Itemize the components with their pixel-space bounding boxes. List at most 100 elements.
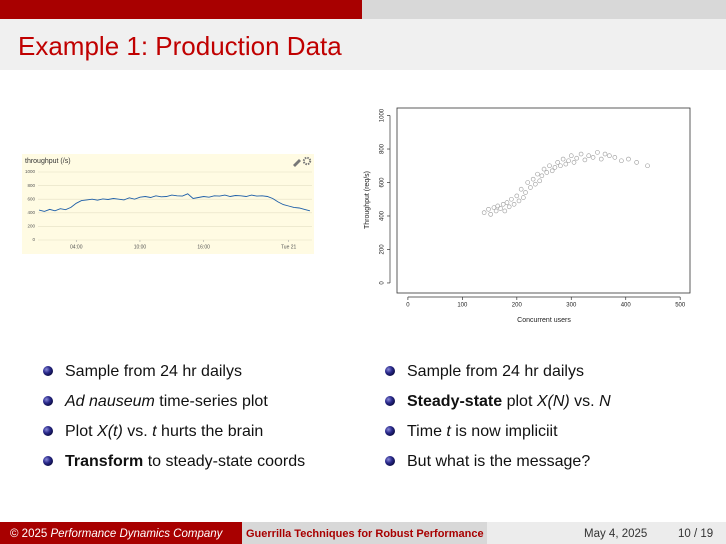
data-point — [541, 166, 547, 172]
bullet-icon — [385, 426, 395, 436]
chart-background — [360, 104, 702, 328]
x-tick-label: 16:00 — [197, 244, 210, 250]
footer-date: May 4, 2025 — [584, 528, 647, 540]
data-point — [491, 205, 497, 210]
top-bar-right — [362, 0, 726, 19]
data-point — [514, 193, 520, 199]
data-point — [516, 198, 522, 204]
data-point — [500, 201, 506, 207]
text-segment: Ad nauseum — [64, 393, 155, 410]
bullet-text: Time t is now impliciit — [407, 423, 558, 440]
y-tick-label: 800 — [380, 143, 386, 154]
data-point — [495, 203, 501, 209]
footer-page: 10 / 19 — [678, 528, 713, 540]
text-segment: is now impliciit — [451, 423, 558, 440]
edit-icon — [293, 159, 301, 167]
data-point — [533, 181, 538, 187]
data-point — [586, 153, 592, 159]
bullet-icon — [43, 366, 53, 376]
x-axis-label: Concurrent users — [517, 317, 571, 324]
text-segment: vs. — [570, 393, 599, 410]
data-point — [568, 153, 574, 159]
title-band — [0, 19, 726, 70]
text-segment: time-series plot — [155, 393, 268, 410]
data-point — [549, 168, 555, 174]
bullet-text: But what is the message? — [407, 453, 590, 470]
top-bar-left — [0, 0, 362, 19]
text-segment: vs. — [123, 423, 152, 440]
text-segment: Sample from 24 hr dailys — [65, 363, 242, 380]
y-tick-label: 1000 — [380, 108, 386, 122]
text-segment: Transform — [65, 453, 143, 470]
data-point — [493, 208, 499, 214]
bullet-text: Ad nauseum time-series plot — [64, 393, 268, 410]
data-line — [38, 193, 311, 212]
data-point — [607, 153, 612, 159]
y-tick-label: 600 — [380, 177, 386, 188]
data-point — [558, 163, 563, 169]
y-axis-label: Throughput (req/s) — [364, 171, 371, 229]
y-tick-label: 800 — [27, 183, 35, 188]
data-point — [530, 176, 536, 182]
footer-author: © 2025 Performance Dynamics Company — [10, 528, 224, 540]
bullet-icon — [385, 396, 395, 406]
footer-left — [0, 522, 242, 544]
x-tick-label: 100 — [457, 303, 468, 309]
data-point — [535, 171, 540, 177]
bullet-icon — [385, 456, 395, 466]
footer-middle — [242, 522, 487, 544]
chart-title: throughput (/s) — [25, 158, 71, 165]
bullet-icon — [43, 396, 53, 406]
bullet-text: Plot X(t) vs. t hurts the brain — [65, 423, 263, 440]
data-point — [634, 160, 639, 165]
bullet-lists: Sample from 24 hr dailys Ad nauseum time-… — [43, 363, 611, 470]
bullet-icon — [43, 426, 53, 436]
data-point — [574, 155, 580, 161]
y-tick-label: 0 — [380, 281, 386, 285]
data-point — [598, 156, 604, 162]
y-tick-label: 200 — [380, 244, 386, 255]
data-point — [578, 151, 584, 157]
x-tick-label: 10:00 — [134, 244, 147, 250]
y-tick-label: 0 — [32, 237, 35, 242]
text-segment: Time — [407, 423, 446, 440]
data-point — [582, 157, 588, 163]
bullet-text: Sample from 24 hr dailys — [65, 363, 242, 380]
text-segment: Steady-state — [407, 393, 502, 410]
footer-right — [487, 522, 726, 544]
data-point — [560, 156, 566, 162]
bullet-icon — [385, 366, 395, 376]
x-tick-label: 300 — [566, 303, 577, 309]
footer-talk: Guerrilla Techniques for Robust Performa… — [246, 528, 484, 540]
data-point — [626, 156, 631, 162]
data-point — [486, 206, 491, 212]
bullet-icon — [43, 456, 53, 466]
data-point — [509, 196, 514, 202]
x-tick-label: 400 — [621, 303, 632, 309]
data-point — [528, 185, 533, 190]
data-point — [602, 151, 608, 157]
text-segment: t — [446, 423, 451, 440]
data-point — [595, 150, 600, 155]
bullet-text: Transform to steady-state coords — [65, 453, 305, 470]
company: Performance Dynamics Company — [50, 528, 223, 540]
time-series-chart: throughput (/s) 0 200 400 600 800 1000 04:00 10… — [22, 154, 314, 254]
data-point — [555, 160, 560, 165]
text-segment: plot — [502, 393, 537, 410]
scatter-chart: Concurrent users Throughput (req/s) 0 200… — [360, 104, 702, 328]
y-tick-label: 400 — [380, 210, 386, 221]
data-point — [547, 163, 552, 169]
data-point — [521, 195, 526, 200]
text-segment: X(N) — [536, 393, 570, 410]
data-point — [518, 186, 524, 192]
bullet-text: Sample from 24 hr dailys — [407, 363, 584, 380]
data-point — [511, 201, 517, 207]
data-point — [544, 170, 550, 175]
text-segment: hurts the brain — [157, 423, 264, 440]
text-segment: X(t) — [96, 423, 123, 440]
data-point — [571, 160, 577, 165]
data-point — [502, 208, 508, 214]
y-tick-label: 200 — [27, 224, 35, 229]
plot-box — [396, 107, 691, 294]
